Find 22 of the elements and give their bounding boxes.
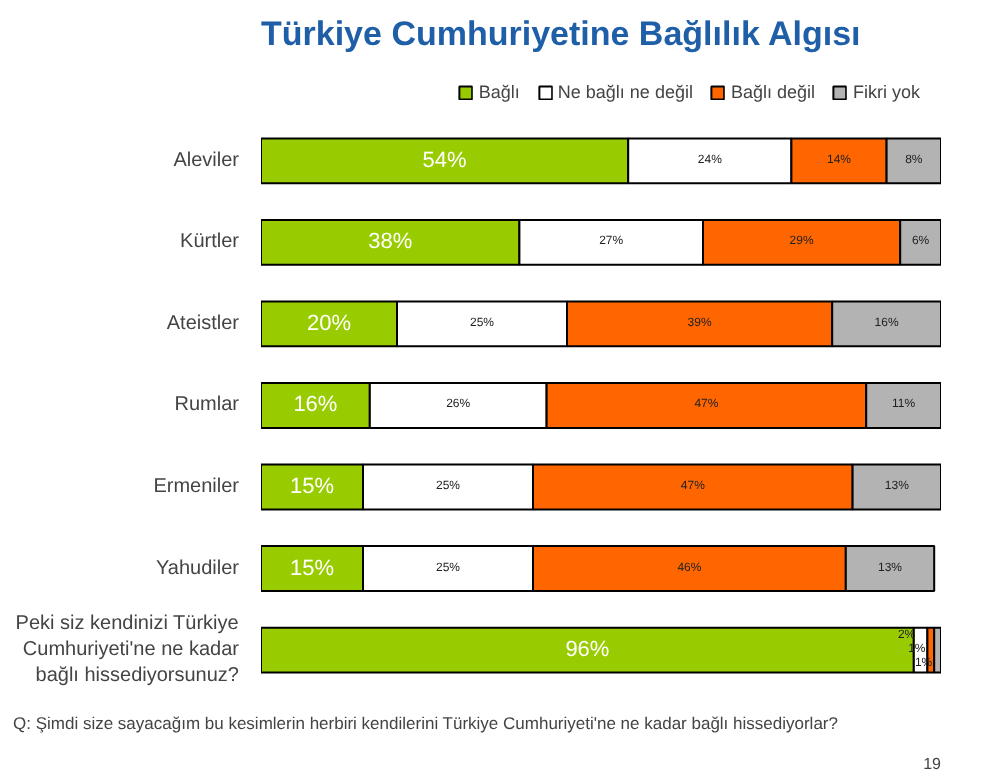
data-label: 15% <box>289 475 335 499</box>
text: 19 <box>923 755 943 773</box>
legend-label: Bağlı değil <box>730 82 815 102</box>
data-label: 54% <box>422 148 468 173</box>
data-label: 20% <box>306 311 352 336</box>
y-tick-label: Aleviler <box>173 149 241 172</box>
data-label: 16% <box>293 393 338 418</box>
data-label: 15% <box>289 556 335 581</box>
legend-label: Bağlı <box>478 82 520 102</box>
y-tick-label: Ateistler <box>166 312 241 335</box>
chart-title: Türkiye Cumhuriyetine Bağlılık Algısı <box>261 15 861 53</box>
y-tick-label: Kürtler <box>180 231 241 254</box>
legend-label: Fikri yok <box>853 82 920 102</box>
y-tick-label: Peki siz kendinizi Türkiye Cumhuriyeti'ne ne kadar bağlı hissediyorsunuz? <box>15 612 241 688</box>
data-label: 38% <box>368 230 413 255</box>
y-tick-label: Yahudiler <box>155 557 241 580</box>
data-label: 96% <box>565 638 610 663</box>
text: Q: Şimdi size sayacağım bu kesimlerin herbiri kendilerini Türkiye Cumhuriyeti'ne ne kadar bağlı hissediyorlar? <box>13 713 839 733</box>
legend-label: Ne bağlı ne değil <box>557 82 693 102</box>
bar <box>933 626 941 674</box>
y-tick-label: Ermeniler <box>153 476 241 498</box>
y-tick-label: Rumlar <box>174 394 241 417</box>
